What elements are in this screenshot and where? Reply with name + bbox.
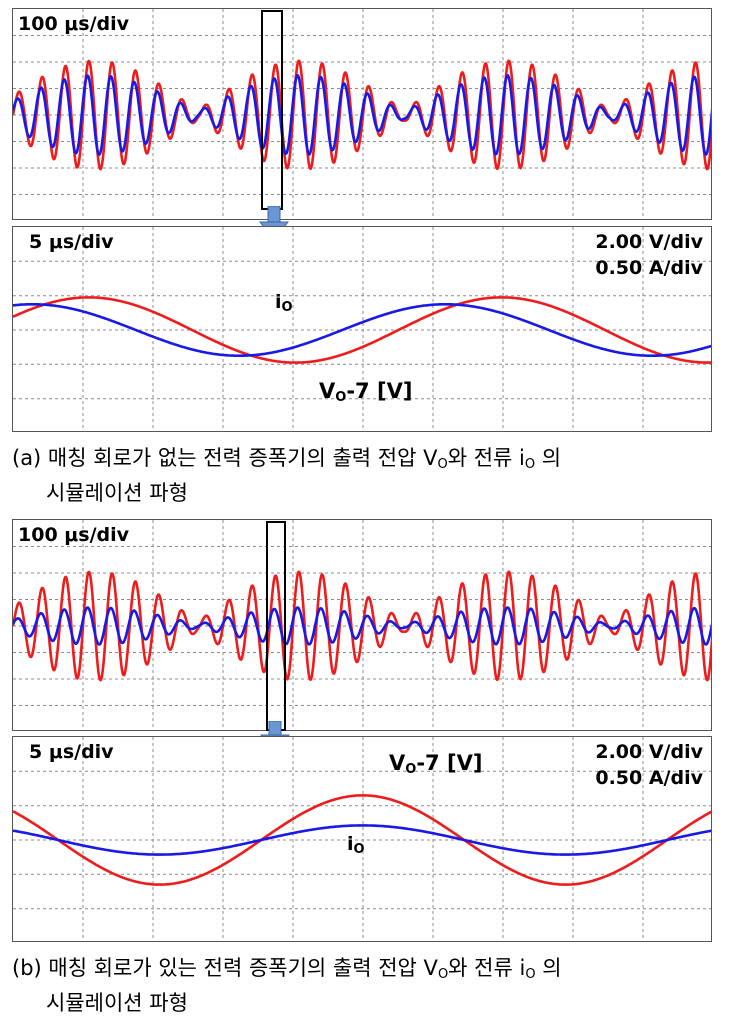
current-trace-label: iO: [275, 291, 293, 315]
scope-a-zoom: 5 μs/div 2.00 V/div 0.50 A/div iO VO-7 […: [12, 226, 712, 432]
current-scale-label: 0.50 A/div: [595, 767, 703, 789]
scope-b-envelope-plot: [13, 520, 711, 730]
voltage-trace: [13, 296, 711, 364]
voltage-trace: [13, 794, 711, 886]
caption-a-line1: (a) 매칭 회로가 없는 전력 증폭기의 출력 전압 VO와 전류 iO 의: [12, 446, 562, 472]
voltage-trace-label: VO-7 [V]: [389, 751, 483, 777]
scope-b-zoom: 5 μs/div 2.00 V/div 0.50 A/div VO-7 [V] …: [12, 736, 712, 942]
scope-b-zoom-plot: [13, 737, 711, 941]
current-scale-label: 0.50 A/div: [595, 257, 703, 279]
current-trace: [13, 606, 711, 646]
current-trace-label: iO: [347, 833, 365, 857]
scope-a-zoom-plot: [13, 227, 711, 431]
voltage-trace: [13, 59, 711, 171]
caption-b: (b) 매칭 회로가 있는 전력 증폭기의 출력 전압 VO와 전류 iO 의 …: [12, 954, 724, 1018]
timebase-label: 100 μs/div: [18, 13, 130, 35]
current-trace: [13, 74, 711, 156]
voltage-trace: [13, 570, 711, 682]
timebase-label: 5 μs/div: [29, 231, 114, 253]
zoom-window: [266, 521, 286, 731]
scope-a-envelope-plot: [13, 9, 711, 219]
current-trace: [13, 303, 711, 357]
voltage-scale-label: 2.00 V/div: [595, 231, 703, 253]
voltage-scale-label: 2.00 V/div: [595, 741, 703, 763]
scope-a-envelope: 100 μs/div: [12, 8, 712, 220]
caption-a: (a) 매칭 회로가 없는 전력 증폭기의 출력 전압 VO와 전류 iO 의 …: [12, 444, 724, 508]
voltage-trace-label: VO-7 [V]: [319, 379, 413, 405]
current-trace: [13, 824, 711, 856]
scope-b-envelope: 100 μs/div: [12, 519, 712, 731]
timebase-label: 5 μs/div: [29, 741, 114, 763]
zoom-window: [261, 10, 283, 210]
caption-a-line2: 시뮬레이션 파형: [46, 481, 188, 505]
caption-b-line2: 시뮬레이션 파형: [46, 991, 188, 1015]
timebase-label: 100 μs/div: [18, 524, 130, 546]
caption-b-line1: (b) 매칭 회로가 있는 전력 증폭기의 출력 전압 VO와 전류 iO 의: [12, 956, 562, 982]
